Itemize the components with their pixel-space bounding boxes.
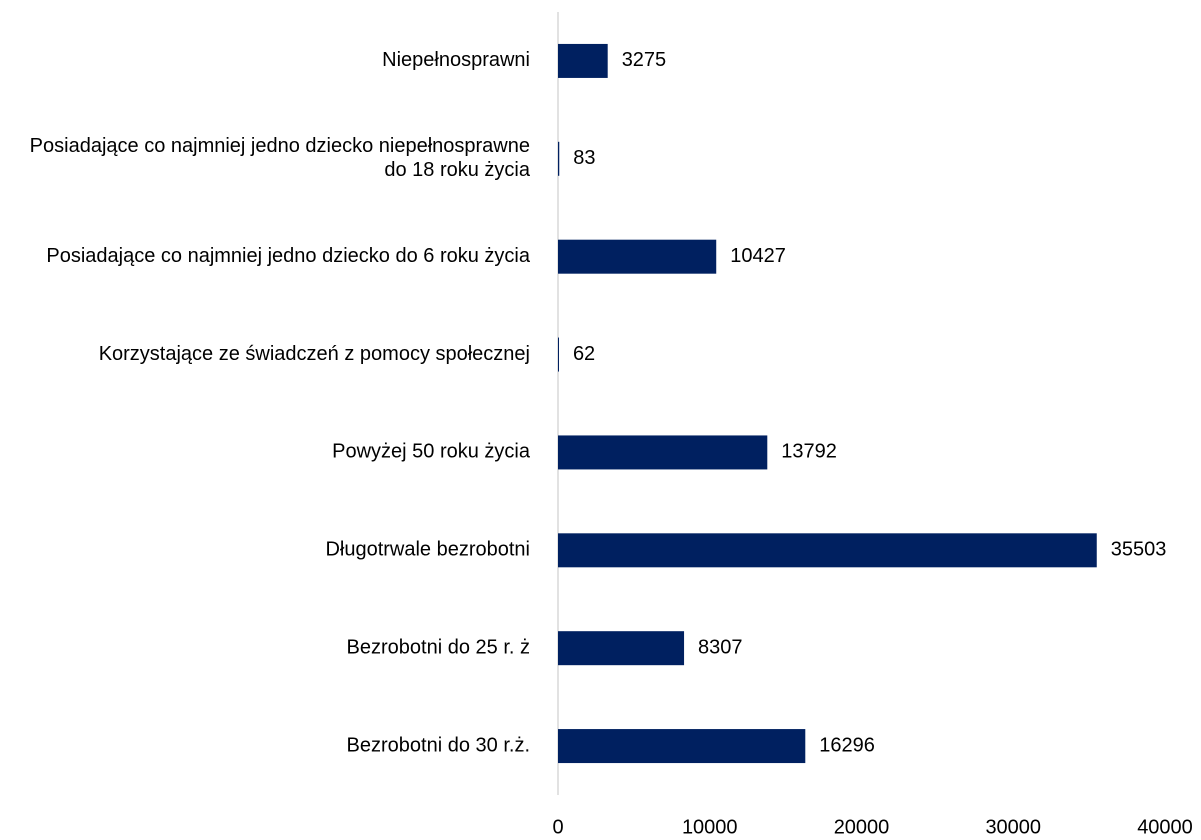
y-tick-label: Powyżej 50 roku życia: [332, 441, 531, 463]
data-label: 16296: [819, 734, 875, 756]
bar: [558, 141, 560, 176]
bar: [558, 729, 806, 764]
x-tick-label: 0: [552, 816, 563, 838]
x-tick-label: 10000: [682, 816, 738, 838]
x-tick-label: 30000: [985, 816, 1041, 838]
bar: [558, 533, 1097, 568]
bar: [558, 337, 559, 372]
bar: [558, 43, 608, 78]
data-label: 10427: [730, 245, 786, 267]
data-label: 13792: [781, 441, 837, 463]
data-label: 83: [573, 147, 595, 169]
y-tick-label: Niepełnosprawni: [382, 49, 530, 71]
data-label: 3275: [622, 49, 667, 71]
y-tick-label: Posiadające co najmniej jedno dziecko ni…: [30, 135, 531, 181]
bar: [558, 631, 685, 666]
data-label: 8307: [698, 636, 743, 658]
x-tick-label: 20000: [834, 816, 890, 838]
bar: [558, 239, 717, 274]
data-label: 35503: [1111, 539, 1167, 561]
y-tick-label: Posiadające co najmniej jedno dziecko do…: [46, 245, 530, 267]
y-tick-label: Długotrwale bezrobotni: [325, 539, 530, 561]
bar: [558, 435, 768, 470]
y-tick-label: Bezrobotni do 25 r. ż: [347, 636, 530, 658]
y-tick-label: Korzystające ze świadczeń z pomocy społe…: [99, 343, 530, 365]
data-label: 62: [573, 343, 595, 365]
x-tick-label: 40000: [1137, 816, 1193, 838]
y-tick-label: Bezrobotni do 30 r.ż.: [347, 734, 530, 756]
